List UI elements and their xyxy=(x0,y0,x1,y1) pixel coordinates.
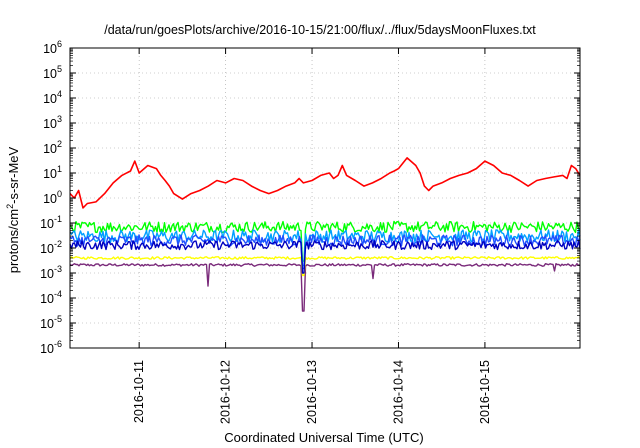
series-line-navy xyxy=(69,240,581,274)
ticks: 10-6 10-5 10-4 10-3 10-2 10-1 100 101 102 103 104 1… xyxy=(40,39,580,424)
y-tick-label: 103 xyxy=(43,114,62,131)
chart-title: /data/run/goesPlots/archive/2016-10-15/2… xyxy=(104,23,536,37)
series-line-cyan xyxy=(69,229,581,267)
series-line-yellow xyxy=(69,256,581,277)
y-tick-label: 101 xyxy=(43,164,62,181)
y-axis-label: protons/cm2-s-sr-MeV xyxy=(5,146,21,273)
y-tick-label: 100 xyxy=(43,189,62,206)
y-tick-label: 104 xyxy=(43,89,62,106)
x-tick-label: 2016-10-14 xyxy=(391,360,405,424)
y-tick-label: 10-1 xyxy=(40,214,62,231)
y-tick-label: 106 xyxy=(43,39,62,56)
y-tick-label: 10-5 xyxy=(40,314,62,331)
x-axis-label: Coordinated Universal Time (UTC) xyxy=(224,430,424,445)
x-tick-label: 2016-10-15 xyxy=(478,360,492,424)
x-tick-label: 2016-10-12 xyxy=(219,360,233,424)
y-tick-label: 10-6 xyxy=(40,339,62,356)
y-tick-label: 10-3 xyxy=(40,264,62,281)
x-tick-label: 2016-10-13 xyxy=(305,360,319,424)
series-layer xyxy=(69,157,581,312)
series-line-purple xyxy=(69,263,581,312)
series-line-red xyxy=(69,157,581,209)
y-tick-label: 105 xyxy=(43,64,62,81)
grid xyxy=(70,48,580,348)
y-tick-label: 10-2 xyxy=(40,239,62,256)
x-tick-label: 2016-10-11 xyxy=(132,360,146,423)
y-tick-label: 102 xyxy=(43,139,62,156)
series-line-green xyxy=(69,220,581,262)
y-tick-label: 10-4 xyxy=(40,289,62,306)
